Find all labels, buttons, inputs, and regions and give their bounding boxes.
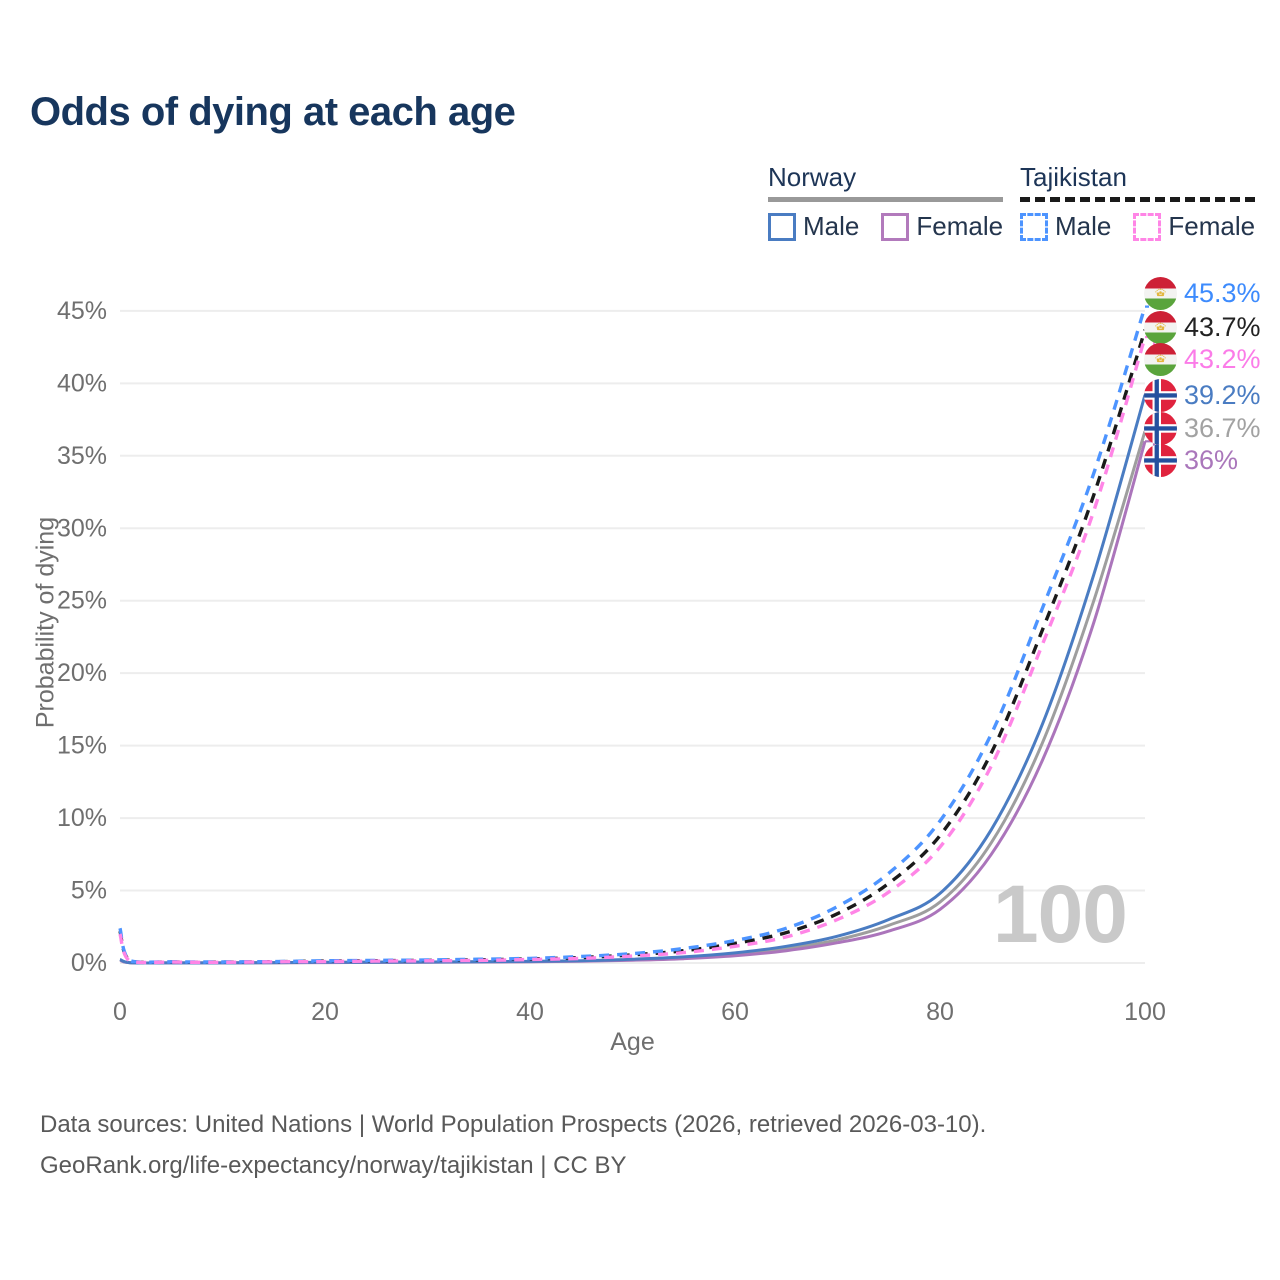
legend-item-tajikistan-female[interactable]: Female bbox=[1133, 211, 1255, 242]
y-tick-label: 30% bbox=[57, 514, 107, 542]
end-label-value: 43.7% bbox=[1184, 311, 1261, 342]
tajikistan-male-swatch-icon bbox=[1020, 212, 1048, 241]
end-label-tajikistan-female: 43.2% bbox=[1144, 342, 1261, 376]
page-title: Odds of dying at each age bbox=[30, 90, 516, 134]
legend-header-norway: Norway bbox=[768, 162, 1004, 202]
x-tick-label: 80 bbox=[926, 998, 954, 1026]
series-line-tajikistan-total bbox=[118, 329, 1147, 965]
y-tick-label: 15% bbox=[57, 732, 107, 760]
legend-item-label: Female bbox=[916, 211, 1004, 241]
end-label-tajikistan-male: 45.3% bbox=[1144, 276, 1261, 310]
tajikistan-flag-icon bbox=[1144, 276, 1177, 310]
end-label-value: 39.2% bbox=[1184, 379, 1261, 410]
norway-flag-icon bbox=[1144, 443, 1177, 477]
legend-item-norway-male[interactable]: Male bbox=[768, 211, 859, 242]
y-tick-label: 10% bbox=[57, 804, 107, 832]
data-source-line1: Data sources: United Nations | World Pop… bbox=[40, 1111, 987, 1138]
x-tick-label: 40 bbox=[516, 998, 544, 1026]
y-tick-label: 40% bbox=[57, 369, 107, 397]
series-line-norway-female bbox=[119, 440, 1147, 965]
legend-item-tajikistan-male[interactable]: Male bbox=[1020, 211, 1111, 242]
norway-female-swatch-icon bbox=[881, 212, 910, 241]
series-line-norway-male bbox=[119, 394, 1147, 965]
end-label-value: 43.2% bbox=[1184, 343, 1261, 374]
data-source-note: Data sources: United Nations | World Pop… bbox=[40, 1104, 986, 1186]
x-tick-label: 20 bbox=[311, 998, 339, 1026]
legend-items-norway: Male Female bbox=[768, 211, 1003, 242]
series-line-norway-total bbox=[119, 430, 1147, 965]
y-tick-label: 25% bbox=[57, 587, 107, 615]
tajikistan-flag-icon bbox=[1144, 310, 1177, 344]
data-source-line2: GeoRank.org/life-expectancy/norway/tajik… bbox=[40, 1152, 627, 1179]
y-tick-label: 35% bbox=[57, 442, 107, 470]
series-line-tajikistan-female bbox=[118, 336, 1147, 965]
legend-item-norway-female[interactable]: Female bbox=[881, 211, 1003, 242]
y-axis-title: Probability of dying bbox=[31, 516, 60, 729]
legend-group-tajikistan: Tajikistan Male Female bbox=[1020, 162, 1256, 242]
end-label-value: 45.3% bbox=[1184, 277, 1261, 308]
end-label-norway-total: 36.7% bbox=[1144, 411, 1261, 445]
x-tick-label: 60 bbox=[721, 998, 749, 1026]
norway-flag-icon bbox=[1144, 378, 1177, 412]
end-label-value: 36% bbox=[1184, 444, 1239, 475]
end-label-norway-male: 39.2% bbox=[1144, 378, 1261, 412]
y-tick-label: 45% bbox=[57, 297, 107, 325]
y-tick-label: 0% bbox=[71, 949, 107, 977]
tajikistan-flag-icon bbox=[1144, 342, 1177, 376]
tajikistan-female-swatch-icon bbox=[1133, 212, 1162, 241]
x-tick-label: 0 bbox=[113, 998, 127, 1026]
norway-male-swatch-icon bbox=[768, 212, 796, 241]
series-line-tajikistan-male bbox=[118, 306, 1147, 964]
age-watermark: 100 bbox=[993, 869, 1128, 960]
x-axis-title: Age bbox=[610, 1028, 655, 1056]
legend-header-tajikistan: Tajikistan bbox=[1020, 162, 1256, 202]
x-tick-label: 100 bbox=[1124, 998, 1166, 1026]
y-tick-label: 5% bbox=[71, 877, 107, 905]
end-label-value: 36.7% bbox=[1184, 412, 1261, 443]
norway-flag-icon bbox=[1144, 411, 1177, 445]
end-label-norway-female: 36% bbox=[1144, 443, 1238, 477]
legend-item-label: Female bbox=[1168, 211, 1256, 241]
legend-item-label: Male bbox=[803, 211, 860, 241]
legend-items-tajikistan: Male Female bbox=[1020, 211, 1255, 242]
end-label-tajikistan-total: 43.7% bbox=[1144, 310, 1261, 344]
y-tick-label: 20% bbox=[57, 659, 107, 687]
legend-group-norway: Norway Male Female bbox=[768, 162, 1004, 242]
legend-item-label: Male bbox=[1055, 211, 1112, 241]
